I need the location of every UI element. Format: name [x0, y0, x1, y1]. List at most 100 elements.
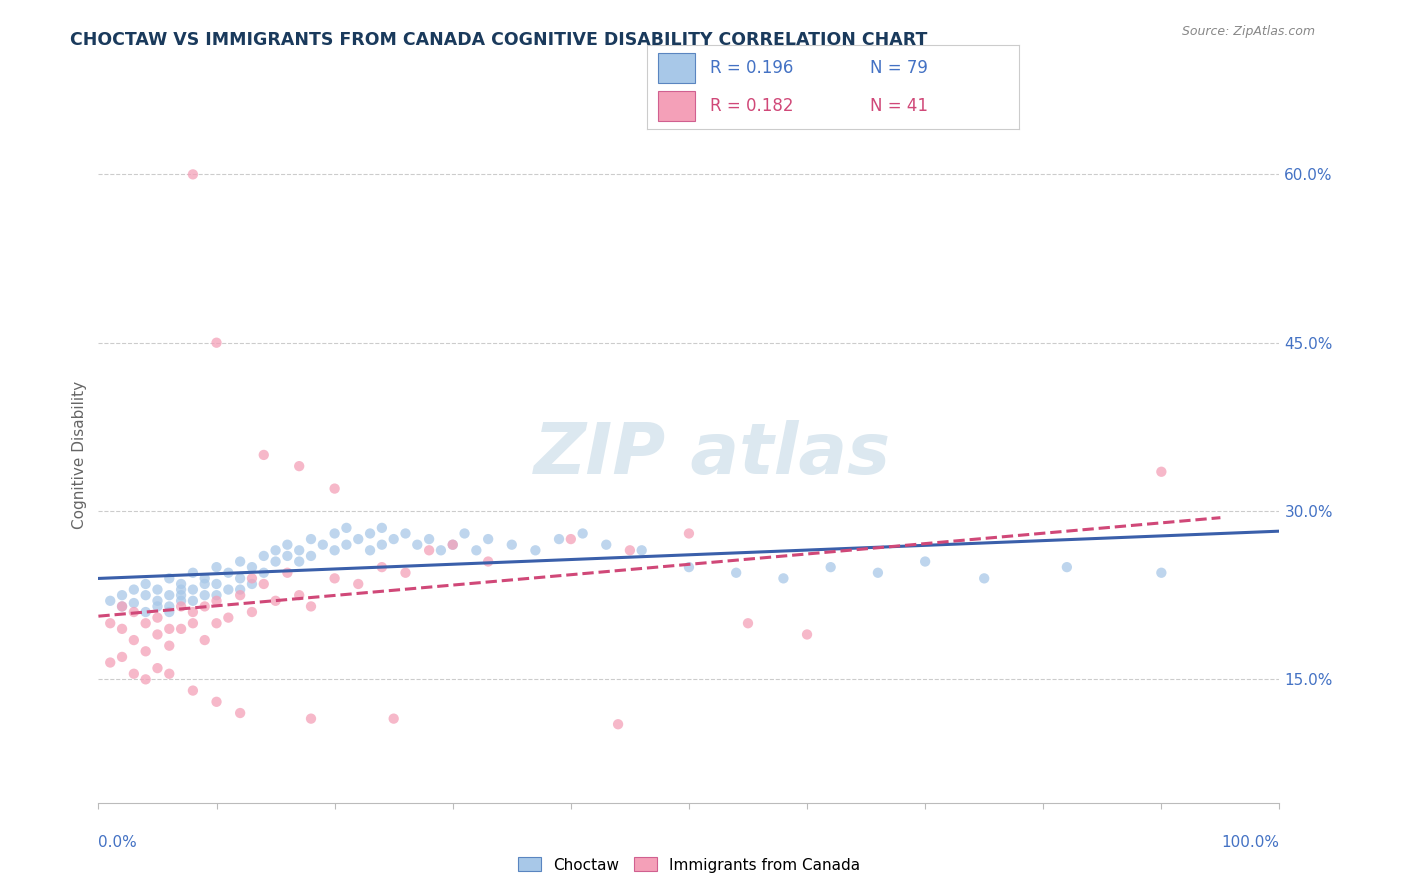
Point	[359, 526, 381, 541]
FancyBboxPatch shape	[658, 91, 695, 120]
Point	[288, 588, 311, 602]
Point	[323, 571, 346, 585]
Point	[560, 532, 582, 546]
Point	[276, 549, 298, 563]
Point	[205, 695, 228, 709]
Point	[122, 666, 145, 681]
Point	[135, 577, 157, 591]
Point	[240, 560, 263, 574]
Point	[288, 459, 311, 474]
Point	[288, 555, 311, 569]
Point	[725, 566, 748, 580]
Point	[240, 571, 263, 585]
Point	[217, 566, 239, 580]
Point	[181, 594, 204, 608]
Point	[146, 627, 169, 641]
Y-axis label: Cognitive Disability: Cognitive Disability	[72, 381, 87, 529]
Point	[194, 571, 217, 585]
Point	[135, 605, 157, 619]
Point	[194, 588, 217, 602]
Point	[122, 596, 145, 610]
Point	[1056, 560, 1078, 574]
Point	[253, 577, 276, 591]
Point	[170, 622, 193, 636]
Point	[371, 560, 394, 574]
Point	[122, 582, 145, 597]
Point	[181, 582, 204, 597]
Text: 100.0%: 100.0%	[1222, 836, 1279, 850]
Text: N = 41: N = 41	[870, 97, 928, 115]
Text: ZIP atlas: ZIP atlas	[534, 420, 891, 490]
Point	[1150, 465, 1173, 479]
Point	[418, 532, 440, 546]
Point	[264, 543, 287, 558]
Point	[465, 543, 488, 558]
Legend: Choctaw, Immigrants from Canada: Choctaw, Immigrants from Canada	[512, 851, 866, 879]
Point	[382, 532, 405, 546]
Point	[382, 712, 405, 726]
Text: Source: ZipAtlas.com: Source: ZipAtlas.com	[1181, 25, 1315, 38]
Point	[240, 577, 263, 591]
Point	[157, 588, 180, 602]
Point	[170, 594, 193, 608]
Point	[323, 482, 346, 496]
Point	[630, 543, 652, 558]
Point	[181, 167, 204, 181]
Point	[359, 543, 381, 558]
Point	[335, 538, 357, 552]
Point	[299, 549, 322, 563]
Point	[194, 633, 217, 648]
Point	[135, 673, 157, 687]
Point	[299, 599, 322, 614]
Point	[98, 616, 121, 631]
Point	[157, 571, 180, 585]
Point	[229, 555, 252, 569]
Point	[181, 605, 204, 619]
Point	[135, 588, 157, 602]
Point	[229, 582, 252, 597]
Point	[288, 543, 311, 558]
Point	[548, 532, 571, 546]
Point	[146, 661, 169, 675]
Point	[111, 588, 134, 602]
FancyBboxPatch shape	[658, 54, 695, 83]
Point	[122, 633, 145, 648]
Point	[253, 549, 276, 563]
Point	[205, 335, 228, 350]
Point	[312, 538, 335, 552]
Point	[595, 538, 617, 552]
Point	[253, 566, 276, 580]
Point	[170, 599, 193, 614]
Point	[678, 560, 700, 574]
Point	[181, 566, 204, 580]
Point	[299, 712, 322, 726]
Point	[477, 532, 499, 546]
Point	[146, 594, 169, 608]
Point	[524, 543, 547, 558]
Point	[205, 588, 228, 602]
Point	[205, 594, 228, 608]
Point	[135, 644, 157, 658]
Point	[181, 683, 204, 698]
Point	[170, 577, 193, 591]
Point	[323, 526, 346, 541]
Point	[678, 526, 700, 541]
Point	[441, 538, 464, 552]
Text: R = 0.196: R = 0.196	[710, 59, 793, 77]
Point	[157, 622, 180, 636]
Text: N = 79: N = 79	[870, 59, 928, 77]
Point	[737, 616, 759, 631]
Point	[217, 610, 239, 624]
Point	[229, 706, 252, 720]
Point	[347, 577, 370, 591]
Point	[205, 577, 228, 591]
Point	[264, 594, 287, 608]
Point	[205, 616, 228, 631]
Point	[122, 605, 145, 619]
Point	[371, 521, 394, 535]
Point	[229, 588, 252, 602]
Point	[1150, 566, 1173, 580]
Point	[229, 571, 252, 585]
Point	[217, 582, 239, 597]
Text: 0.0%: 0.0%	[98, 836, 138, 850]
